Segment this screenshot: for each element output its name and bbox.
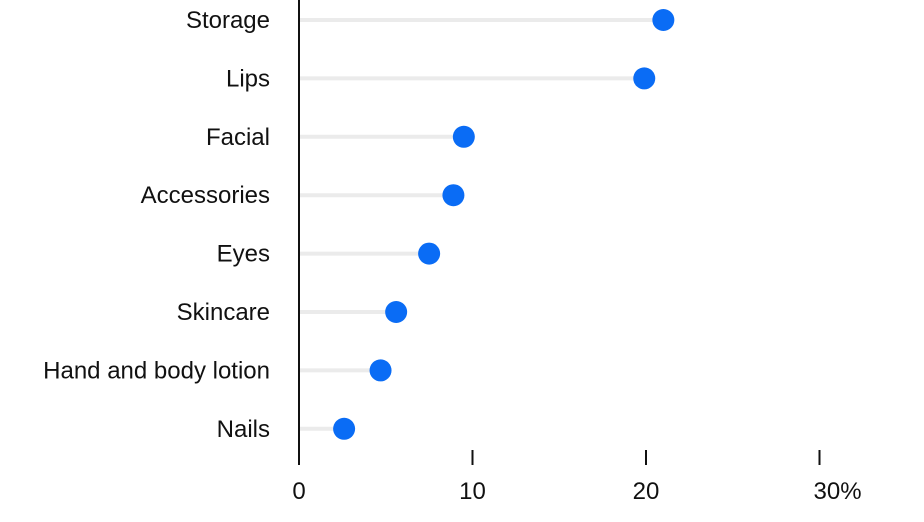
category-label: Skincare xyxy=(177,299,270,326)
category-label: Eyes xyxy=(217,241,270,268)
category-label: Accessories xyxy=(141,182,270,209)
stems-group xyxy=(299,18,664,431)
data-point-3 xyxy=(442,184,465,207)
category-label: Lips xyxy=(226,65,270,92)
x-tick-label: 10 xyxy=(459,478,486,505)
data-point-2 xyxy=(452,125,475,148)
data-point-4 xyxy=(418,242,441,265)
x-tick-label: 0 xyxy=(292,478,305,505)
dots-group xyxy=(333,9,675,440)
category-label: Nails xyxy=(217,416,270,443)
category-label: Storage xyxy=(186,7,270,34)
x-tick-label: 20 xyxy=(633,478,660,505)
category-label: Hand and body lotion xyxy=(43,357,270,384)
category-labels-group: Storage Lips Facial Accessories Eyes Skincare… xyxy=(43,7,270,443)
data-point-7 xyxy=(333,417,356,440)
x-tick-label: 30% xyxy=(814,478,862,505)
x-ticks-group: 0 10 20 30% xyxy=(292,450,862,505)
data-point-0 xyxy=(652,9,675,31)
category-label: Facial xyxy=(206,124,270,151)
data-point-5 xyxy=(385,301,408,323)
data-point-1 xyxy=(633,67,656,90)
data-point-6 xyxy=(369,359,392,382)
